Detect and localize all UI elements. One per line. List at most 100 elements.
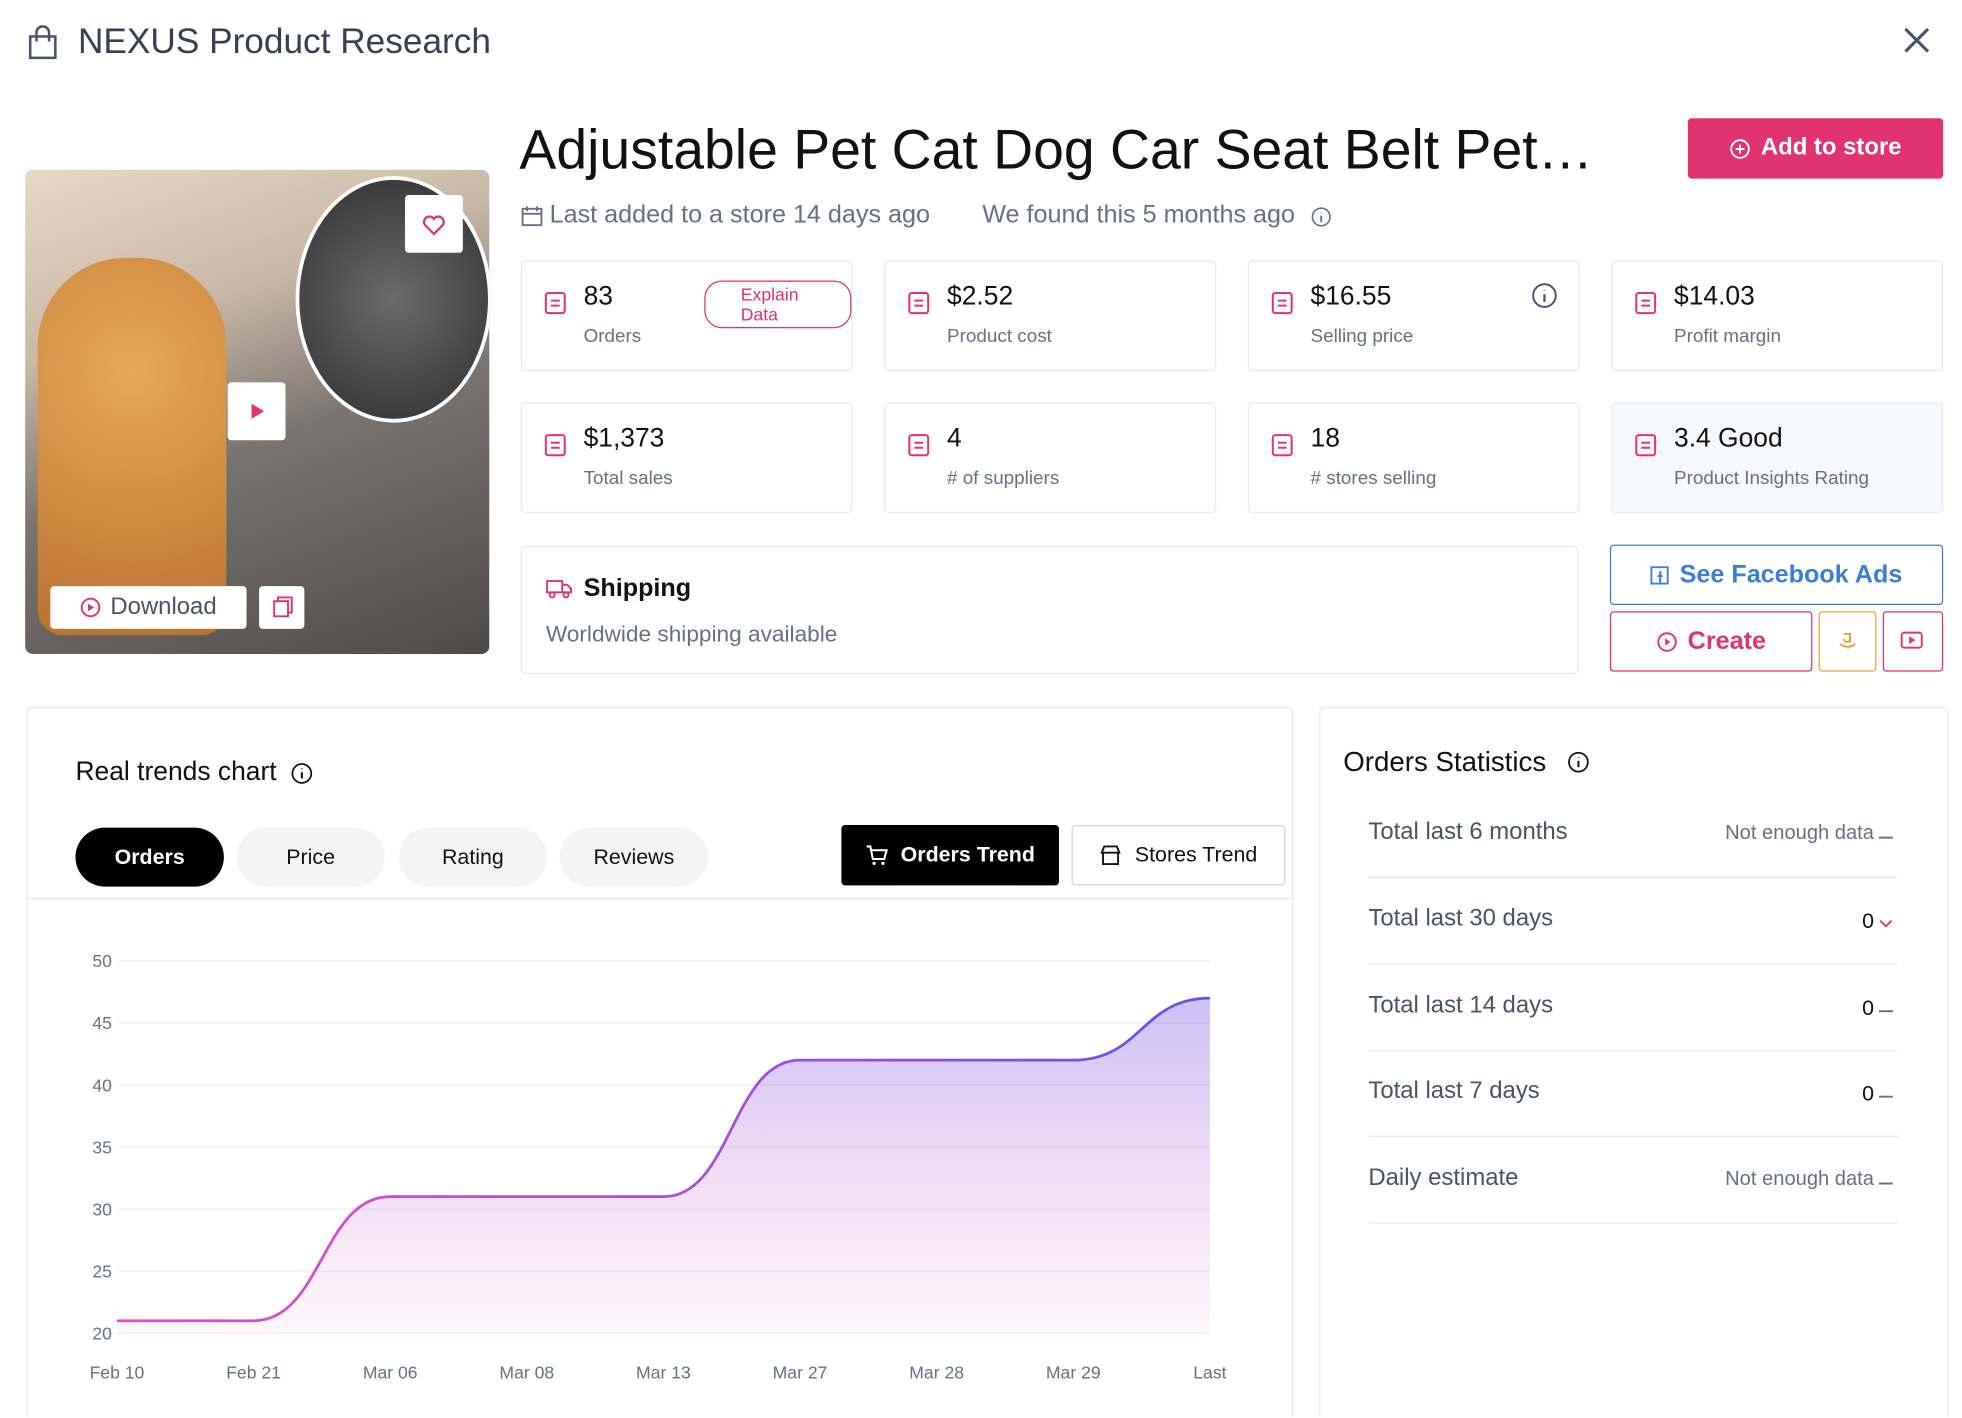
info-icon [1311, 207, 1331, 227]
stat-card: 3.4 Good Product Insights Rating [1611, 402, 1944, 514]
area [116, 998, 1210, 1334]
stat-value: $14.03 [1673, 281, 1755, 311]
trend-tab[interactable]: Rating [398, 827, 548, 887]
stat-card: 4 # of suppliers [884, 402, 1217, 514]
stat-icon [1271, 434, 1293, 457]
stat-card: $14.03 Profit margin [1611, 260, 1944, 372]
stat-value: $2.52 [947, 281, 1014, 311]
stat-value: $16.55 [1310, 281, 1392, 311]
facebook-ads-button[interactable]: See Facebook Ads [1609, 544, 1944, 605]
stat-label: # stores selling [1310, 467, 1437, 490]
orders-trend-button[interactable]: Orders Trend [841, 825, 1059, 886]
stores-trend-label: Stores Trend [1134, 842, 1258, 867]
download-label: Download [110, 593, 217, 621]
stat-value: 83 [583, 281, 613, 311]
last-added: Last added to a store 14 days ago [549, 201, 931, 229]
stores-trend-button[interactable]: Stores Trend [1071, 825, 1286, 886]
stat-label: Profit margin [1673, 325, 1781, 348]
dash-indicator [1878, 1175, 1894, 1190]
orders-statistics-card [1319, 706, 1949, 1418]
image-dog [37, 257, 227, 636]
trends-title: Real trends chart [75, 757, 277, 787]
info-icon [1568, 751, 1589, 773]
down-indicator [1878, 916, 1894, 931]
line [116, 996, 1210, 1323]
bag-icon [28, 25, 57, 60]
x-tick-label: Feb 10 [90, 1362, 145, 1382]
create-button[interactable]: Create [1609, 611, 1813, 672]
stat-icon [908, 292, 930, 315]
stat-value: 18 [1310, 423, 1340, 453]
header-title: NEXUS Product Research [77, 21, 491, 61]
stat-icon [1635, 434, 1657, 457]
trend-tab[interactable]: Price [236, 827, 385, 887]
stat-label: Selling price [1310, 325, 1414, 348]
stat-label: Total sales [583, 467, 673, 490]
stat-icon [1271, 292, 1293, 315]
explain-data-button[interactable]: Explain Data [704, 280, 852, 329]
dash-indicator [1878, 1002, 1894, 1017]
stat-value: 4 [947, 423, 962, 453]
stat-row-label: Total last 30 days [1368, 905, 1554, 932]
dash-indicator [1878, 1088, 1894, 1103]
stat-row-value: Not enough data [1725, 1168, 1874, 1190]
info-icon [291, 763, 313, 784]
orders-trend-label: Orders Trend [900, 842, 1035, 867]
facebook-ads-label: See Facebook Ads [1679, 560, 1903, 588]
shipping-text: Worldwide shipping available [545, 621, 838, 647]
play-button[interactable] [227, 382, 286, 441]
favorite-button[interactable] [404, 194, 463, 253]
stat-value: $1,373 [583, 423, 665, 453]
shipping-title: Shipping [583, 574, 692, 603]
dash-indicator [1878, 829, 1894, 844]
stat-label: Product cost [947, 325, 1052, 348]
x-tick-label: Feb 21 [226, 1362, 281, 1382]
stat-card: 83 Orders Explain Data [520, 260, 853, 372]
x-tick-label: Mar 29 [1046, 1362, 1101, 1382]
stat-icon [544, 434, 566, 457]
download-button[interactable]: Download [50, 586, 247, 629]
y-tick-label: 20 [92, 1323, 112, 1343]
stat-value: 3.4 Good [1673, 423, 1783, 453]
stat-label: Product Insights Rating [1673, 467, 1870, 490]
x-tick-label: Mar 08 [499, 1362, 554, 1382]
amazon-button[interactable] [1818, 611, 1877, 672]
info-icon [1531, 282, 1559, 310]
stat-row-separator [1368, 1135, 1898, 1137]
stat-row-value: Not enough data [1725, 822, 1874, 844]
y-tick-label: 35 [92, 1137, 112, 1157]
copy-button[interactable] [259, 586, 305, 629]
product-title: Adjustable Pet Cat Dog Car Seat Belt Pet… [519, 119, 1593, 182]
x-tick-label: Mar 27 [773, 1362, 828, 1382]
divider [27, 897, 1292, 900]
stat-row-separator [1368, 963, 1898, 965]
add-to-store-button[interactable]: Add to store [1687, 118, 1944, 179]
stat-card: $2.52 Product cost [884, 260, 1217, 372]
youtube-button[interactable] [1882, 611, 1944, 672]
stat-row-value: 0 [1862, 996, 1874, 1020]
calendar-icon [521, 206, 543, 227]
orders-statistics-title: Orders Statistics [1343, 745, 1547, 778]
y-tick-label: 40 [92, 1075, 112, 1095]
add-to-store-label: Add to store [1760, 134, 1902, 161]
stat-row-separator [1368, 1222, 1898, 1224]
stat-row-label: Total last 14 days [1368, 992, 1554, 1019]
x-tick-label: Mar 28 [909, 1362, 964, 1382]
stat-card: 18 # stores selling [1247, 402, 1580, 514]
y-tick-label: 25 [92, 1261, 112, 1281]
found-date: We found this 5 months ago [982, 201, 1296, 229]
stat-row-label: Total last 7 days [1368, 1077, 1540, 1105]
x-tick-label: Last [1193, 1362, 1226, 1382]
trend-tab[interactable]: Orders [75, 827, 224, 887]
stat-label: Orders [583, 325, 642, 348]
stat-row-separator [1368, 1050, 1898, 1052]
shipping-card: Shipping Worldwide shipping available [520, 545, 1579, 675]
stat-icon [1635, 292, 1657, 315]
trend-tab[interactable]: Reviews [559, 827, 709, 887]
stat-card: $16.55 Selling price [1247, 260, 1580, 372]
create-label: Create [1687, 626, 1766, 655]
close-button[interactable] [1902, 25, 1932, 55]
